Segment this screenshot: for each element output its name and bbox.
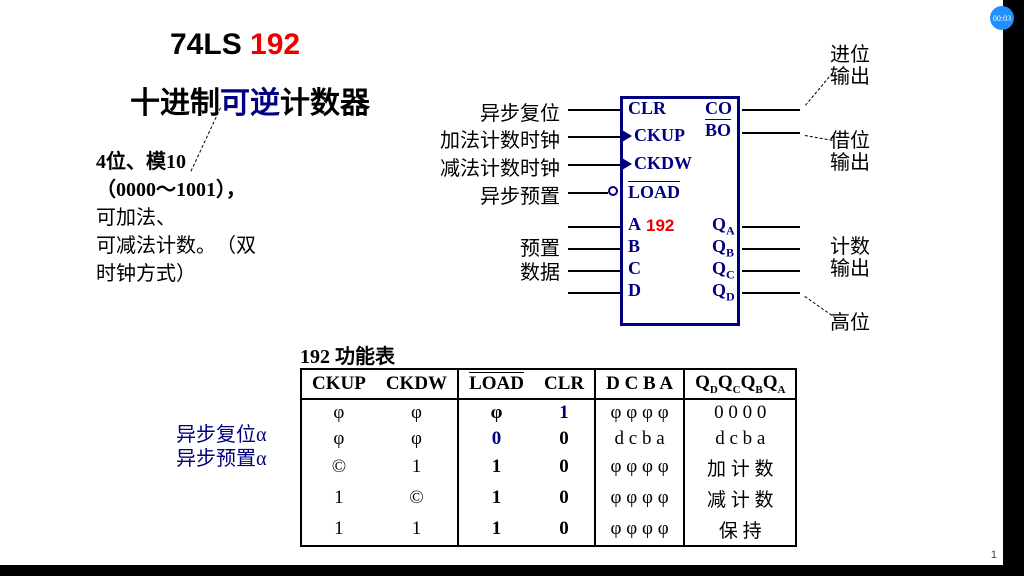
pin-bo: BO bbox=[705, 120, 731, 141]
title: 74LS 192 bbox=[170, 28, 300, 62]
clk-triangle-icon bbox=[622, 158, 632, 170]
description: 4位、模10 （0000～1001）， 可加法、 可减法计数。 （双 时钟方式） bbox=[96, 148, 326, 288]
chip-number: 192 bbox=[646, 216, 674, 236]
inv-circle-icon bbox=[608, 186, 618, 196]
label-ckdw: 减法计数时钟 bbox=[430, 152, 560, 181]
wire bbox=[742, 292, 800, 294]
dash bbox=[805, 135, 833, 141]
wire bbox=[568, 270, 620, 272]
wire bbox=[742, 248, 800, 250]
pin-d: D bbox=[628, 280, 641, 301]
pin-ckdw: CKDW bbox=[634, 153, 692, 174]
wire bbox=[568, 109, 620, 111]
clk-triangle-icon bbox=[622, 130, 632, 142]
pin-qa: QA bbox=[712, 214, 735, 239]
pin-load: LOAD bbox=[628, 182, 680, 203]
th-ckdw: CKDW bbox=[376, 369, 458, 399]
annotation-preset: 异步预置α bbox=[176, 442, 266, 471]
pin-a: A bbox=[628, 214, 641, 235]
function-table: CKUP CKDW LOAD CLR D C B A QDQCQBQA φφφ1… bbox=[300, 368, 797, 547]
table-title: 192 功能表 bbox=[300, 340, 395, 369]
title-number: 192 bbox=[250, 28, 300, 61]
pin-qc: QC bbox=[712, 258, 735, 283]
pin-co: CO bbox=[705, 98, 732, 119]
subtitle: 十进制可逆计数器 bbox=[130, 78, 370, 122]
timestamp-badge: 00:03 bbox=[990, 6, 1014, 30]
pin-c: C bbox=[628, 258, 641, 279]
wire bbox=[568, 136, 620, 138]
wire bbox=[568, 292, 620, 294]
pin-qb: QB bbox=[712, 236, 734, 261]
wire bbox=[742, 132, 800, 134]
pin-clr: CLR bbox=[628, 98, 666, 119]
label-ckup: 加法计数时钟 bbox=[430, 124, 560, 153]
th-dcba: D C B A bbox=[595, 369, 684, 399]
wire bbox=[742, 109, 800, 111]
label-msb: 高位 bbox=[830, 306, 870, 335]
label-clr: 异步复位 bbox=[430, 97, 560, 126]
wire bbox=[742, 270, 800, 272]
th-clr: CLR bbox=[534, 369, 595, 399]
dash bbox=[805, 73, 833, 106]
label-load: 异步预置 bbox=[430, 180, 560, 209]
chip-diagram: 异步复位 加法计数时钟 减法计数时钟 异步预置 预置 数据 CLR CKUP C… bbox=[430, 40, 910, 330]
wire bbox=[568, 164, 620, 166]
th-q: QDQCQBQA bbox=[684, 369, 796, 399]
th-load: LOAD bbox=[458, 369, 534, 399]
pin-qd: QD bbox=[712, 280, 735, 305]
wire bbox=[568, 226, 620, 228]
pin-b: B bbox=[628, 236, 640, 257]
label-borrow2: 输出 bbox=[830, 146, 870, 175]
wire bbox=[742, 226, 800, 228]
title-prefix: 74LS bbox=[170, 28, 250, 61]
slide: 74LS 192 十进制可逆计数器 4位、模10 （0000～1001）， 可加… bbox=[0, 0, 1003, 565]
label-carry2: 输出 bbox=[830, 60, 870, 89]
th-ckup: CKUP bbox=[301, 369, 376, 399]
pin-ckup: CKUP bbox=[634, 125, 685, 146]
page-number: 1 bbox=[991, 549, 997, 561]
label-data: 数据 bbox=[480, 256, 560, 285]
label-count2: 输出 bbox=[830, 252, 870, 281]
wire bbox=[568, 248, 620, 250]
wire bbox=[568, 192, 608, 194]
